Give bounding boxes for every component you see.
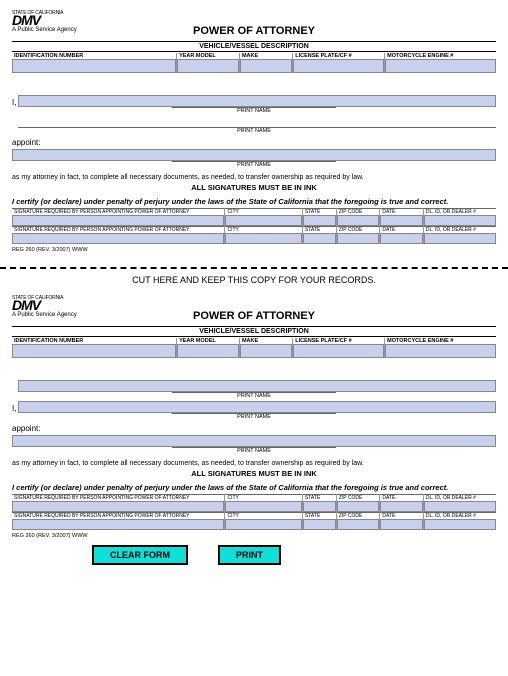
print-name-caption-1b: PRINT NAME [172,392,336,399]
certify-text: I certify (or declare) under penalty of … [12,198,496,206]
statement-text-2: as my attorney in fact, to complete all … [12,460,496,467]
rev-text-2: REG 260 (REV. 3/2007) WWW [12,533,496,539]
form-copy-1: STATE OF CALIFORNIA DMV A Public Service… [12,10,496,253]
print-name-caption-2: PRINT NAME [172,128,336,134]
appoint-label: appoint: [12,138,496,147]
input-sig2b[interactable] [12,519,224,530]
print-name-caption-3b: PRINT NAME [172,447,336,454]
print-button[interactable]: PRINT [218,545,281,565]
input-state1[interactable] [303,215,336,226]
input-city1[interactable] [225,215,301,226]
input-date1b[interactable] [380,501,423,512]
input-name-1[interactable] [18,95,496,107]
sig-table: SIGNATURE REQUIRED BY PERSON APPOINTING … [12,208,496,244]
input-me[interactable] [385,59,496,73]
print-name-caption-1: PRINT NAME [172,107,336,114]
i-label: I, [12,98,16,107]
cut-text: CUT HERE AND KEEP THIS COPY FOR YOUR REC… [12,275,496,285]
input-mk[interactable] [240,59,292,73]
input-name-2b[interactable] [18,401,496,413]
input-zip1b[interactable] [337,501,380,512]
line-name-2[interactable] [18,116,496,128]
input-ym[interactable] [177,59,239,73]
input-ym-2[interactable] [177,344,239,358]
form-copy-2: STATE OF CALIFORNIA DMV A Public Service… [12,295,496,539]
i-label-2: I, [12,404,16,413]
statement-text: as my attorney in fact, to complete all … [12,174,496,181]
input-dl2b[interactable] [424,519,496,530]
input-zip2[interactable] [337,233,380,244]
all-sig-text: ALL SIGNATURES MUST BE IN INK [12,183,496,192]
cut-line [0,267,508,269]
vehicle-section-header: VEHICLE/VESSEL DESCRIPTION [12,41,496,52]
input-sig1b[interactable] [12,501,224,512]
vehicle-section-header-2: VEHICLE/VESSEL DESCRIPTION [12,326,496,337]
input-dl1[interactable] [424,215,496,226]
input-sig1[interactable] [12,215,224,226]
vehicle-table-2: IDENTIFICATION NUMBER YEAR MODEL MAKE LI… [12,338,496,358]
all-sig-text-2: ALL SIGNATURES MUST BE IN INK [12,469,496,478]
button-row: CLEAR FORM PRINT [92,545,496,565]
input-id[interactable] [12,59,176,73]
input-mk-2[interactable] [240,344,292,358]
certify-text-2: I certify (or declare) under penalty of … [12,484,496,492]
input-state1b[interactable] [303,501,336,512]
sig-table-2: SIGNATURE REQUIRED BY PERSON APPOINTING … [12,494,496,530]
rev-text: REG 260 (REV. 3/2007) WWW [12,247,496,253]
input-state2b[interactable] [303,519,336,530]
appoint-label-2: appoint: [12,424,496,433]
input-name-1b[interactable] [18,380,496,392]
input-lp[interactable] [293,59,384,73]
clear-form-button[interactable]: CLEAR FORM [92,545,188,565]
input-date2[interactable] [380,233,423,244]
input-state2[interactable] [303,233,336,244]
input-date1[interactable] [380,215,423,226]
input-appoint[interactable] [12,149,496,161]
input-zip2b[interactable] [337,519,380,530]
input-city2[interactable] [225,233,301,244]
input-zip1[interactable] [337,215,380,226]
print-name-caption-3: PRINT NAME [172,161,336,168]
input-sig2[interactable] [12,233,224,244]
input-city1b[interactable] [225,501,301,512]
print-name-caption-2b: PRINT NAME [172,413,336,420]
vehicle-table: IDENTIFICATION NUMBER YEAR MODEL MAKE LI… [12,53,496,73]
input-city2b[interactable] [225,519,301,530]
input-date2b[interactable] [380,519,423,530]
input-dl2[interactable] [424,233,496,244]
input-appoint-2[interactable] [12,435,496,447]
input-dl1b[interactable] [424,501,496,512]
input-me-2[interactable] [385,344,496,358]
input-lp-2[interactable] [293,344,384,358]
input-id-2[interactable] [12,344,176,358]
